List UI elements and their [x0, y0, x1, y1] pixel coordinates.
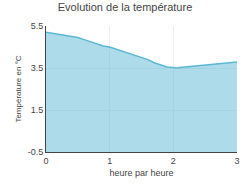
svg-text:2: 2 — [171, 156, 176, 166]
svg-text:0: 0 — [43, 156, 48, 166]
svg-text:Evolution de la température: Evolution de la température — [58, 1, 193, 13]
svg-text:heure par heure: heure par heure — [109, 168, 173, 178]
svg-text:1: 1 — [107, 156, 112, 166]
svg-text:-0.5: -0.5 — [28, 147, 44, 157]
svg-text:3.5: 3.5 — [31, 63, 44, 73]
svg-text:1.5: 1.5 — [31, 105, 44, 115]
svg-text:3: 3 — [234, 156, 239, 166]
svg-text:Température en °C: Température en °C — [14, 55, 23, 122]
svg-text:5.5: 5.5 — [31, 21, 44, 31]
